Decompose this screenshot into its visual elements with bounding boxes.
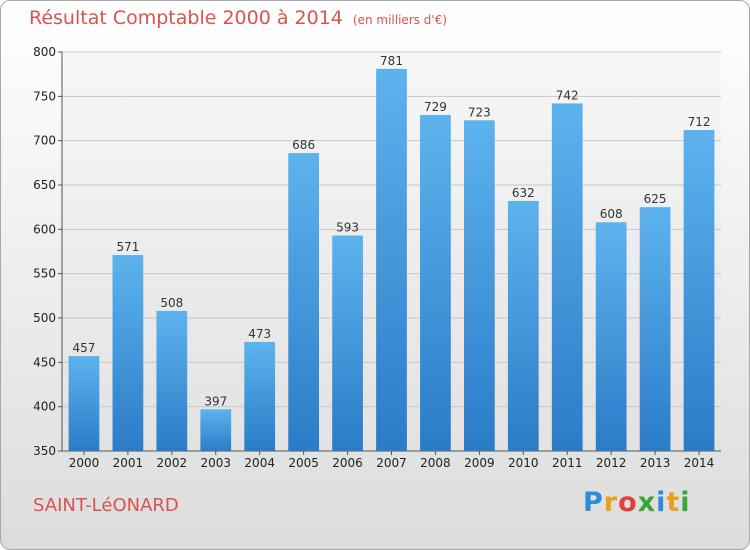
bar: [639, 207, 671, 451]
data-label: 729: [424, 100, 447, 114]
chart-subtitle: (en milliers d'€): [352, 13, 448, 27]
bar: [420, 114, 451, 451]
bar: [551, 103, 583, 451]
data-label: 571: [116, 240, 139, 254]
y-tick-label: 550: [33, 267, 56, 281]
data-label: 457: [73, 341, 96, 355]
data-label: 723: [468, 105, 491, 119]
x-tick-label: 2004: [244, 456, 275, 470]
data-label: 712: [688, 115, 711, 129]
bar: [463, 120, 495, 452]
x-tick-label: 2002: [157, 456, 188, 470]
x-tick-label: 2010: [508, 456, 539, 470]
x-tick-label: 2008: [420, 456, 451, 470]
data-label: 686: [292, 138, 315, 152]
bar: [200, 409, 232, 451]
brand-letter: x: [637, 487, 657, 518]
brand-letter: r: [603, 487, 619, 518]
x-tick-label: 2009: [464, 456, 495, 470]
bar: [156, 310, 188, 451]
y-tick-label: 750: [33, 89, 56, 103]
brand-letter: o: [618, 487, 638, 518]
bar: [288, 153, 320, 451]
x-tick-label: 2014: [684, 456, 715, 470]
x-tick-label: 2013: [640, 456, 671, 470]
y-tick-label: 450: [33, 355, 56, 369]
bar: [112, 255, 144, 451]
bar: [332, 235, 363, 451]
chart-title-block: Résultat Comptable 2000 à 2014 (en millie…: [29, 7, 447, 29]
x-tick-label: 2003: [200, 456, 231, 470]
bar: [376, 68, 407, 451]
data-label: 593: [336, 221, 359, 235]
bar: [68, 356, 100, 451]
y-tick-label: 350: [33, 444, 56, 458]
proxiti-logo: Proxiti: [583, 487, 691, 518]
data-label: 608: [600, 207, 623, 221]
data-label: 508: [160, 296, 183, 310]
data-label: 397: [204, 394, 227, 408]
y-tick-label: 600: [33, 222, 56, 236]
brand-letter: i: [680, 487, 691, 518]
bar: [683, 130, 715, 451]
bar: [507, 200, 539, 451]
x-tick-label: 2006: [332, 456, 363, 470]
y-tick-label: 800: [33, 45, 56, 59]
x-tick-label: 2001: [113, 456, 144, 470]
data-label: 473: [248, 327, 271, 341]
city-name: SAINT-LéONARD: [33, 495, 179, 516]
chart-title: Résultat Comptable 2000 à 2014: [29, 7, 343, 29]
y-tick-label: 400: [33, 400, 56, 414]
brand-letter: t: [666, 487, 681, 518]
y-tick-label: 500: [33, 311, 56, 325]
y-tick-label: 650: [33, 178, 56, 192]
bar: [595, 222, 627, 451]
x-tick-label: 2000: [69, 456, 100, 470]
data-label: 742: [556, 88, 579, 102]
x-tick-label: 2012: [596, 456, 627, 470]
bar: [244, 341, 276, 451]
brand-letter: i: [656, 487, 667, 518]
data-label: 625: [644, 192, 667, 206]
data-label: 632: [512, 186, 535, 200]
x-tick-label: 2007: [376, 456, 407, 470]
data-label: 781: [380, 54, 403, 68]
brand-letter: P: [583, 487, 604, 518]
x-tick-label: 2005: [288, 456, 319, 470]
x-tick-label: 2011: [552, 456, 583, 470]
y-tick-label: 700: [33, 134, 56, 148]
